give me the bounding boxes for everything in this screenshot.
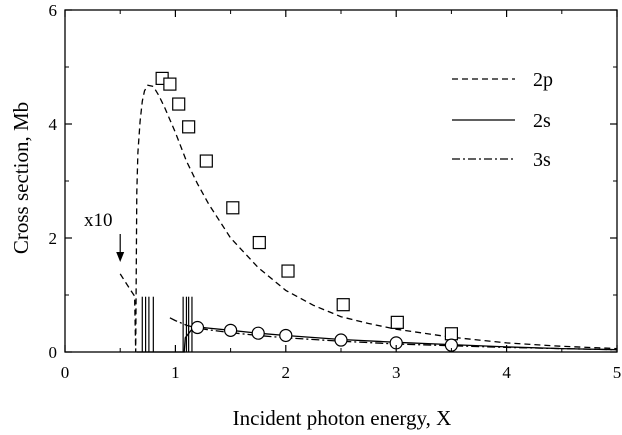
y-tick-label: 2 (49, 229, 58, 248)
square-marker (252, 235, 266, 250)
series-2p-line (119, 84, 618, 353)
circle-marker (251, 326, 265, 340)
square-marker (172, 97, 186, 111)
axes: 0 1 2 3 4 5 0 2 4 6 (49, 1, 622, 382)
circle-marker (190, 320, 205, 335)
square-marker (336, 298, 350, 312)
square-marker (390, 315, 404, 329)
x-tick-label: 1 (171, 363, 180, 382)
circle-marker (334, 333, 348, 347)
square-marker (444, 327, 458, 341)
square-marker (226, 201, 240, 215)
y-tick-label: 6 (49, 1, 58, 20)
y-tick-label: 0 (49, 343, 58, 362)
arrow-head-icon (116, 252, 125, 262)
circle-marker (279, 328, 293, 343)
x-tick-label: 5 (613, 363, 622, 382)
legend-label-2s: 2s (533, 110, 551, 132)
x-tick-label: 3 (392, 363, 401, 382)
legend: 2p 2s 3s (452, 69, 553, 171)
x-tick-label: 2 (282, 363, 291, 382)
y-tick-label: 4 (49, 115, 58, 134)
circle-marker (224, 323, 238, 337)
plot-area (116, 71, 618, 353)
square-marker (199, 154, 213, 168)
series-2s-line (136, 326, 618, 353)
square-marker (281, 264, 295, 278)
square-marker (182, 120, 196, 134)
legend-label-2p: 2p (533, 69, 553, 91)
x-tick-label: 4 (502, 363, 511, 382)
square-marker (163, 77, 177, 91)
series-3s-line (169, 317, 618, 351)
x-axis-title: Incident photon energy, X (233, 406, 452, 430)
legend-label-3s: 3s (533, 149, 551, 171)
x10-annotation: x10 (84, 210, 113, 231)
y-axis-title: Cross section, Mb (9, 102, 33, 254)
x-tick-label: 0 (61, 363, 70, 382)
